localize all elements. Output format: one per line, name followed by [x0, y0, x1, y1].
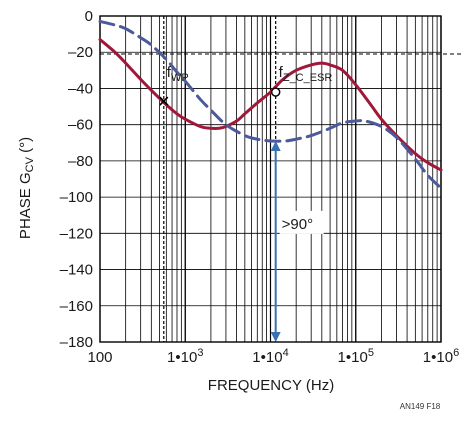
annotation-delta-phase: >90° [282, 216, 313, 233]
annotation-letter: f [279, 64, 284, 81]
x-tick-label: 1•106 [423, 347, 459, 366]
y-tick-label: –80 [68, 153, 93, 170]
y-tick-label: –160 [60, 298, 93, 315]
annotation-bg [279, 210, 324, 234]
grid [99, 15, 442, 343]
y-axis-label: PHASE GCV (°) [17, 137, 36, 239]
y-tick-label: –20 [68, 44, 93, 61]
marker-circle [270, 87, 281, 97]
annotation-fz-c-esr: fZ_C_ESR [279, 64, 333, 84]
x-tick-base: 1•10 [423, 349, 453, 366]
x-tick-label: 1•103 [167, 347, 203, 366]
y-tick-label: –60 [68, 117, 93, 134]
x-tick-label: 1•105 [338, 347, 374, 366]
x-axis-label: FREQUENCY (Hz) [208, 377, 334, 394]
series-layer [98, 19, 443, 190]
x-tick-base: 1•10 [167, 349, 197, 366]
x-tick-label: 1•104 [252, 347, 288, 366]
annotation-layer: fWP fZ_C_ESR>90° [167, 64, 333, 342]
x-tick-base: 100 [87, 349, 112, 366]
y-axis-label-sub: CV [24, 156, 36, 172]
marker-cross-stroke [159, 96, 169, 106]
marker-cross [159, 96, 169, 106]
marker-layer [159, 87, 281, 106]
arrow-head-top [270, 140, 281, 151]
series-line-solid [98, 38, 443, 172]
x-tick-label: 100 [87, 349, 112, 366]
annotation-letter: f [167, 64, 172, 81]
y-axis-label-main: PHASE G [17, 172, 34, 239]
x-tick-exponent: 6 [453, 347, 459, 359]
y-tick-label: –40 [68, 80, 93, 97]
annotation-subscript: WP [171, 72, 189, 84]
plot-frame [99, 15, 442, 343]
x-tick-base: 1•10 [252, 349, 282, 366]
annotation-subscript: Z_C_ESR [283, 72, 333, 84]
y-axis-label-unit: (°) [17, 137, 34, 157]
x-tick-exponent: 4 [283, 347, 289, 359]
series-line-dashed [98, 19, 443, 190]
x-tick-exponent: 3 [197, 347, 203, 359]
x-tick-exponent: 5 [368, 347, 374, 359]
annotation-fwp: fWP [167, 64, 189, 84]
y-tick-label: –180 [60, 334, 93, 351]
y-tick-label: 0 [85, 8, 93, 25]
arrow-head-bottom [270, 332, 281, 342]
y-tick-label: –100 [60, 189, 93, 206]
figure-id: AN149 F18 [400, 402, 441, 411]
y-tick-label: –140 [60, 262, 93, 279]
y-tick-label: –120 [60, 225, 93, 242]
x-tick-base: 1•10 [338, 349, 368, 366]
